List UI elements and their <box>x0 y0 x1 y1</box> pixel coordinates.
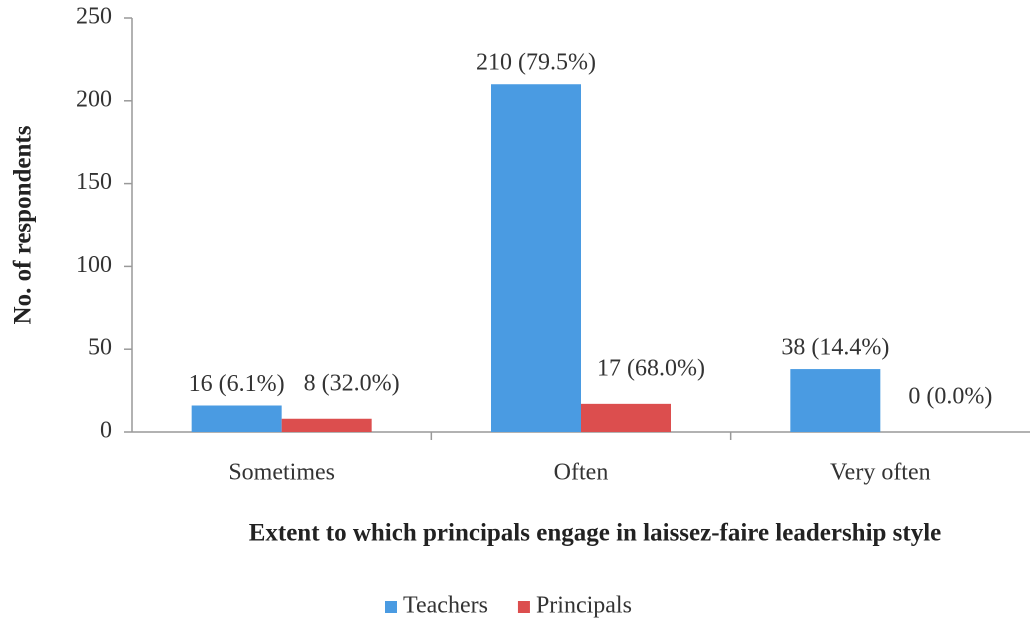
y-tick-label: 250 <box>76 4 112 30</box>
y-tick-label: 200 <box>76 86 112 112</box>
legend-label: Teachers <box>403 593 488 619</box>
value-label: 210 (79.5%) <box>476 50 596 76</box>
y-tick-label: 150 <box>76 169 112 195</box>
value-label: 0 (0.0%) <box>908 384 992 410</box>
x-tick-label: Sometimes <box>228 460 335 486</box>
bar <box>581 403 671 432</box>
bar <box>491 84 581 433</box>
bar <box>281 418 372 432</box>
legend-swatch <box>517 601 530 613</box>
legend-swatch <box>385 601 397 613</box>
x-axis-title: Extent to which principals engage in lai… <box>249 520 942 547</box>
value-label: 17 (68.0%) <box>597 355 705 381</box>
bar <box>191 405 282 432</box>
y-tick-label: 0 <box>100 418 112 444</box>
value-label: 8 (32.0%) <box>304 370 400 396</box>
bar <box>790 369 881 432</box>
x-tick-label: Often <box>554 460 609 486</box>
value-label: 16 (6.1%) <box>189 371 285 397</box>
y-axis-title: No. of respondents <box>10 125 37 324</box>
legend-label: Principals <box>536 593 632 619</box>
value-label: 38 (14.4%) <box>781 335 889 361</box>
y-tick-label: 50 <box>88 335 112 361</box>
y-tick-label: 100 <box>76 252 112 278</box>
x-tick-label: Very often <box>830 460 931 486</box>
